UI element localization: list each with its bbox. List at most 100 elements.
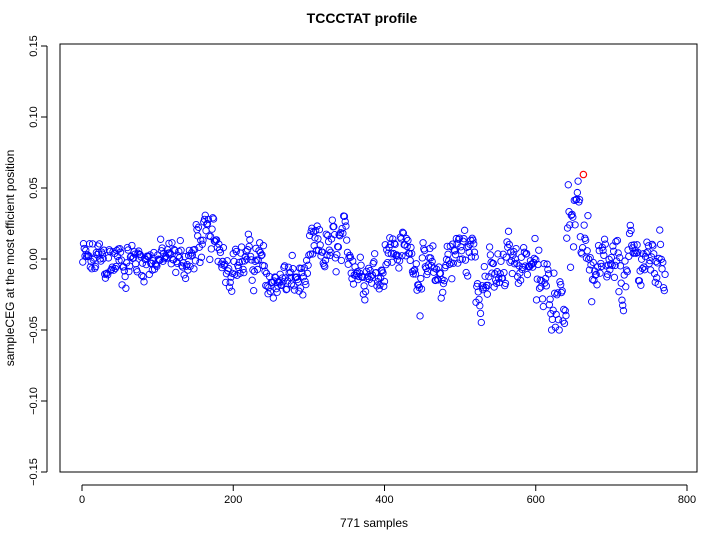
data-point	[481, 272, 489, 280]
data-point	[198, 240, 206, 248]
data-point	[661, 270, 669, 279]
data-point	[531, 234, 539, 243]
data-point	[144, 252, 153, 261]
data-point	[583, 247, 591, 255]
data-point	[637, 281, 645, 289]
data-point	[178, 263, 187, 271]
data-point	[245, 242, 253, 251]
data-point	[616, 262, 625, 270]
data-point	[539, 302, 547, 311]
data-point	[380, 277, 389, 286]
data-point	[610, 273, 619, 282]
data-point	[197, 236, 205, 244]
data-point	[102, 270, 110, 278]
highlight-point	[579, 170, 588, 179]
data-point	[659, 284, 668, 292]
data-point	[266, 287, 274, 296]
data-point	[257, 252, 265, 260]
data-point	[284, 263, 293, 271]
data-point	[168, 239, 176, 247]
data-point	[450, 246, 458, 254]
data-point	[133, 268, 141, 276]
data-point	[209, 215, 218, 223]
data-point	[86, 263, 94, 271]
data-point	[554, 316, 563, 324]
y-tick-label: 0.10	[28, 106, 40, 127]
data-point	[395, 264, 403, 272]
data-point	[555, 326, 563, 334]
data-point	[121, 272, 129, 281]
data-point	[314, 235, 322, 243]
data-point	[206, 255, 214, 264]
x-tick-label: 0	[79, 494, 85, 506]
data-point	[460, 235, 468, 243]
data-point	[535, 284, 544, 292]
data-point	[394, 252, 402, 260]
data-point	[344, 260, 352, 268]
data-point	[383, 258, 392, 267]
data-point	[320, 261, 328, 269]
data-point	[569, 213, 577, 221]
data-point	[564, 181, 572, 189]
data-point	[88, 265, 96, 273]
data-point	[335, 231, 343, 239]
data-point	[545, 301, 554, 309]
x-tick-label: 800	[678, 494, 696, 506]
data-point	[600, 251, 608, 260]
data-point	[328, 216, 336, 224]
data-point	[532, 296, 541, 304]
data-point	[150, 248, 158, 257]
data-point	[600, 235, 609, 243]
data-point	[248, 276, 256, 284]
data-point	[616, 253, 624, 262]
data-point	[500, 268, 508, 277]
data-point	[464, 272, 472, 280]
data-point	[530, 254, 538, 263]
data-point	[338, 224, 346, 233]
data-point	[197, 253, 206, 261]
data-point	[569, 243, 578, 251]
data-point	[445, 260, 454, 268]
data-point	[440, 277, 448, 285]
data-point	[299, 291, 307, 299]
data-point	[203, 219, 212, 228]
x-tick-label: 200	[224, 494, 242, 506]
data-point	[593, 281, 601, 289]
data-point	[465, 248, 473, 257]
data-point	[332, 268, 340, 276]
data-point	[418, 254, 426, 262]
data-point	[594, 241, 603, 250]
data-point	[454, 235, 463, 244]
data-point	[635, 277, 644, 285]
data-point	[208, 225, 216, 233]
data-point	[186, 262, 194, 271]
data-point	[449, 259, 457, 267]
data-point	[634, 248, 642, 257]
data-point	[461, 256, 470, 264]
data-point	[225, 264, 233, 273]
data-point	[206, 232, 215, 241]
data-point	[504, 227, 513, 235]
data-point	[194, 223, 203, 231]
data-point	[305, 251, 313, 259]
data-point	[219, 244, 228, 252]
data-point	[132, 260, 140, 268]
data-point	[625, 252, 633, 261]
data-point	[282, 286, 290, 294]
data-point	[601, 240, 609, 248]
data-point	[558, 287, 566, 295]
data-point	[589, 258, 597, 267]
data-point	[591, 271, 600, 279]
data-point	[461, 226, 469, 234]
data-point	[398, 228, 407, 236]
data-point	[409, 270, 417, 278]
data-point	[381, 241, 389, 249]
data-point	[402, 234, 411, 243]
data-point	[526, 262, 534, 271]
data-point	[244, 230, 253, 238]
data-point	[333, 251, 341, 259]
data-point	[398, 252, 406, 260]
data-point	[261, 267, 269, 275]
data-points-layer	[79, 170, 669, 334]
data-point	[249, 266, 257, 274]
